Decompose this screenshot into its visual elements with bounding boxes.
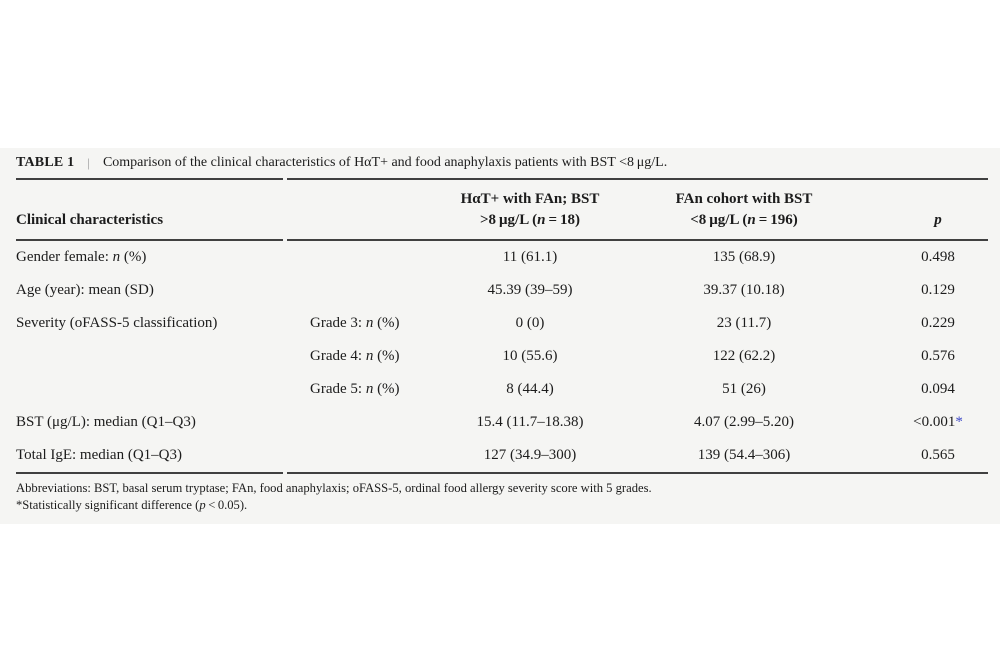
fan-group-value: 135 (68.9) — [712, 249, 776, 265]
table-row: Gender female: n (%) 11 (61.1) 135 (68.9) 0… — [16, 241, 988, 274]
fan-group-value: 39.37 (10.18) — [703, 282, 785, 298]
row-characteristic-label: Severity (oFASS-5 classification) — [16, 315, 218, 331]
caption-text: Comparison of the clinical characteristi… — [102, 155, 668, 170]
p-value: 0.498 — [921, 249, 955, 265]
hat-group-value: 10 (55.6) — [502, 348, 558, 364]
column-header-hat-group: HαT+ with FAn; BST >8 μg/L (n = 18) — [460, 189, 600, 231]
p-value: 0.129 — [921, 282, 955, 298]
column-header-p: p — [934, 212, 942, 228]
column-header-fan-group: FAn cohort with BST <8 μg/L (n = 196) — [600, 189, 888, 231]
row-characteristic-label: BST (μg/L): median (Q1–Q3) — [16, 414, 196, 430]
row-characteristic-label: Age (year): mean (SD) — [16, 282, 154, 298]
hat-group-value: 8 (44.4) — [506, 381, 554, 397]
row-subcategory-label: Grade 4: n (%) — [310, 348, 400, 364]
footnote: *Statistically significant difference (p… — [16, 497, 248, 512]
p-value: <0.001* — [913, 414, 963, 430]
row-subcategory-label: Grade 5: n (%) — [310, 381, 400, 397]
significance-marker: * — [955, 414, 963, 430]
table-body: Gender female: n (%) 11 (61.1) 135 (68.9) 0… — [16, 241, 988, 472]
table-footnotes: Abbreviations: BST, basal serum tryptase… — [16, 474, 988, 516]
row-characteristic-label: Total IgE: median (Q1–Q3) — [16, 447, 182, 463]
fan-group-value: 23 (11.7) — [716, 315, 772, 331]
row-subcategory-label: Grade 3: n (%) — [310, 315, 400, 331]
footnote: Abbreviations: BST, basal serum tryptase… — [16, 480, 652, 495]
p-value: 0.565 — [921, 447, 955, 463]
fan-group-value: 51 (26) — [722, 381, 766, 397]
fan-group-value: 122 (62.2) — [712, 348, 776, 364]
fan-group-header-line2: <8 μg/L (n = 196) — [690, 212, 798, 228]
p-value: 0.576 — [921, 348, 955, 364]
fan-group-value: 139 (54.4–306) — [697, 447, 791, 463]
hat-group-value: 45.39 (39–59) — [487, 282, 573, 298]
table1-container: TABLE 1 | Comparison of the clinical cha… — [0, 148, 1000, 524]
hat-group-value: 15.4 (11.7–18.38) — [476, 414, 584, 430]
table-header: Clinical characteristics HαT+ with FAn; … — [16, 180, 988, 239]
table-caption: TABLE 1 | Comparison of the clinical cha… — [16, 148, 988, 178]
table-row: Age (year): mean (SD) 45.39 (39–59) 39.37 … — [16, 274, 988, 307]
row-characteristic-label: Gender female: n (%) — [16, 249, 147, 265]
bottom-rule — [16, 472, 988, 474]
table-label: TABLE 1 — [16, 155, 75, 170]
p-value: 0.094 — [921, 381, 955, 397]
header-rule — [16, 239, 988, 241]
hat-group-value: 11 (61.1) — [502, 249, 558, 265]
table-row: BST (μg/L): median (Q1–Q3) 15.4 (11.7–18.… — [16, 406, 988, 439]
hat-group-header-line1: HαT+ with FAn; BST — [460, 191, 600, 207]
table-row: Grade 4: n (%) 10 (55.6) 122 (62.2) 0.576 — [16, 340, 988, 373]
caption-separator: | — [87, 155, 90, 170]
fan-group-value: 4.07 (2.99–5.20) — [694, 414, 794, 430]
hat-group-header-line2: >8 μg/L (n = 18) — [479, 212, 581, 228]
column-header-clinical-characteristics: Clinical characteristics — [16, 212, 164, 228]
table-row: Grade 5: n (%) 8 (44.4) 51 (26) 0.094 — [16, 373, 988, 406]
hat-group-value: 127 (34.9–300) — [483, 447, 577, 463]
table-row: Severity (oFASS-5 classification) Grade 3… — [16, 307, 988, 340]
table-row: Total IgE: median (Q1–Q3) 127 (34.9–300) 1… — [16, 439, 988, 472]
p-value: 0.229 — [921, 315, 955, 331]
fan-group-header-line1: FAn cohort with BST — [675, 191, 813, 207]
hat-group-value: 0 (0) — [515, 315, 545, 331]
top-rule — [16, 178, 988, 180]
